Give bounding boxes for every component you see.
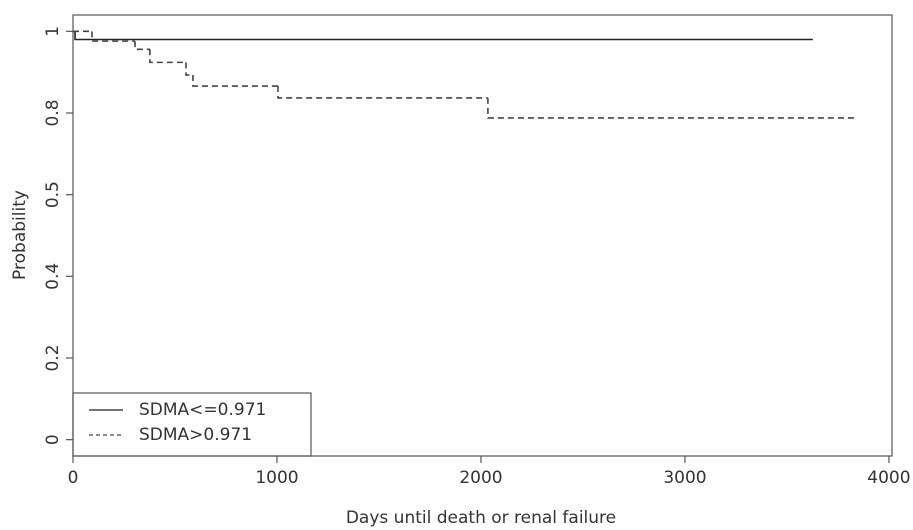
x-tick-label: 1000 <box>255 468 298 488</box>
x-tick-label: 2000 <box>459 468 502 488</box>
y-axis-label: Probability <box>10 190 30 280</box>
km-step <box>149 49 187 64</box>
legend-box <box>72 392 312 457</box>
km-step <box>74 31 813 41</box>
km-step <box>277 86 488 99</box>
x-axis-label: Days until death or renal failure <box>346 508 616 528</box>
km-step <box>185 62 193 76</box>
x-tick-label: 0 <box>68 468 79 488</box>
plot-frame <box>72 14 893 457</box>
y-tick-label: 0.2 <box>43 344 63 371</box>
legend-label: SDMA>0.971 <box>139 425 252 445</box>
km-step <box>91 31 136 42</box>
y-tick-label: 0.5 <box>43 181 63 208</box>
y-tick-label: 0.8 <box>43 99 63 126</box>
y-tick-label: 1 <box>43 26 63 37</box>
x-tick-label: 4000 <box>867 468 910 488</box>
legend-label: SDMA<=0.971 <box>139 400 266 420</box>
km-step <box>192 75 279 87</box>
km-step <box>134 41 150 51</box>
km-step <box>487 97 857 119</box>
y-tick-label: 0.4 <box>43 263 63 290</box>
x-tick-label: 3000 <box>663 468 706 488</box>
y-tick-label: 0 <box>43 434 63 445</box>
